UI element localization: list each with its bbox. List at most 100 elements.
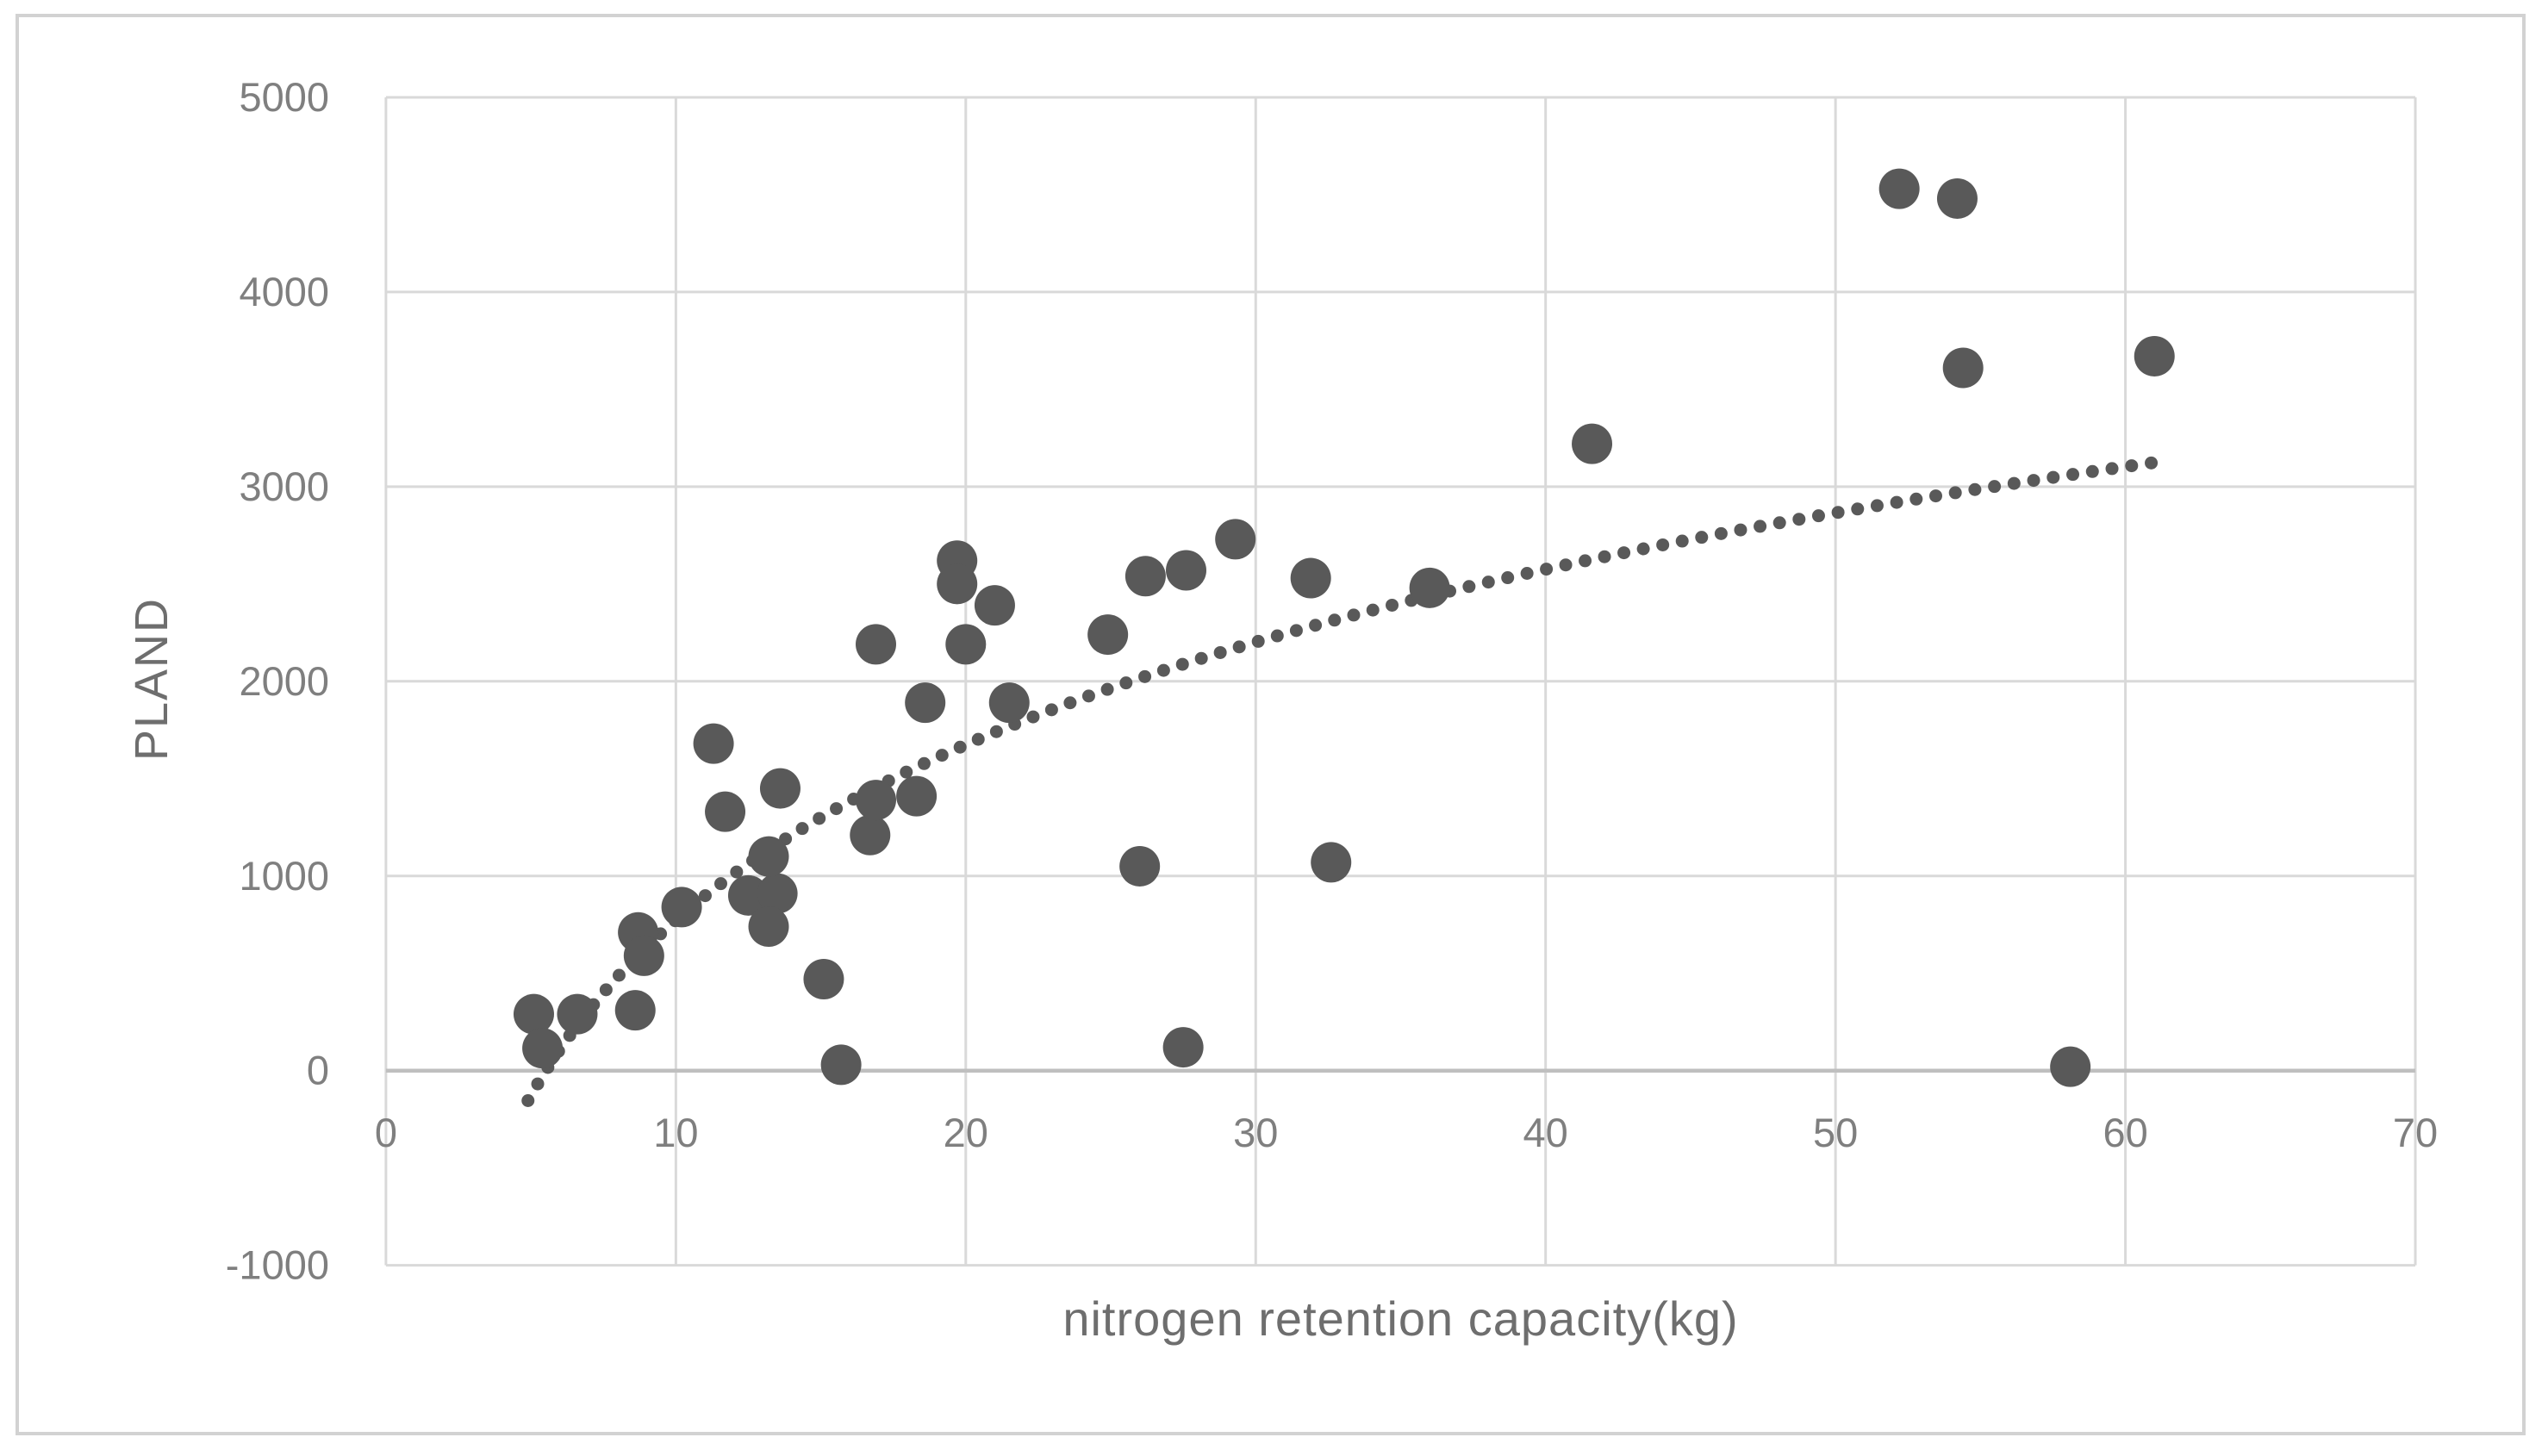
trendline-dot <box>1386 598 1399 612</box>
trendline-dot <box>1656 538 1670 551</box>
trendline-dot <box>1520 567 1534 581</box>
scatter-point <box>693 723 734 764</box>
y-tick-label: 2000 <box>239 658 329 704</box>
x-tick-label: 70 <box>2393 1110 2438 1155</box>
trendline-dot <box>1579 554 1592 568</box>
trendline-dot <box>1636 542 1650 556</box>
trendline-dot <box>1156 663 1170 677</box>
trendline-dot <box>1831 506 1845 520</box>
scatter-point <box>850 814 891 856</box>
trendline-dot <box>795 822 809 836</box>
trendline-dot <box>900 765 913 779</box>
trendline-dot <box>1754 520 1767 533</box>
trendline-dot <box>1462 580 1476 594</box>
trendline-dot <box>531 1077 545 1091</box>
trendline-dot <box>1100 682 1114 696</box>
trendline-dot <box>1138 669 1152 683</box>
trendline-dot <box>1928 489 1942 503</box>
trendline-dot <box>1213 645 1227 659</box>
scatter-point <box>757 873 798 914</box>
y-tick-label: 4000 <box>239 269 329 314</box>
y-tick-label: 3000 <box>239 464 329 509</box>
y-tick-label: 0 <box>307 1048 329 1093</box>
scatter-point <box>614 990 656 1031</box>
trendline-dot <box>2145 456 2159 470</box>
scatter-point <box>2134 335 2175 376</box>
trendline-dot <box>1890 495 1903 509</box>
trendline-dot <box>830 802 844 816</box>
x-tick-label: 30 <box>1233 1110 1278 1155</box>
scatter-point <box>557 993 598 1035</box>
trendline-dot <box>1081 689 1095 703</box>
trendline-dot <box>1772 516 1786 530</box>
trendline-dot <box>1851 502 1865 516</box>
scatter-point <box>759 768 801 809</box>
trendline-dot <box>1909 492 1923 506</box>
trendline-dot <box>1270 629 1284 643</box>
trendline-dot <box>521 1093 535 1107</box>
scatter-point <box>705 791 746 832</box>
scatter-point <box>856 780 897 821</box>
trendline-dot <box>1870 499 1884 513</box>
trendline-dot <box>599 983 613 997</box>
chart-border <box>16 14 2526 1435</box>
x-tick-label: 60 <box>2103 1110 2147 1155</box>
scatter-point <box>623 935 664 976</box>
trendline-dot <box>1540 563 1554 576</box>
scatter-point <box>1166 550 1207 591</box>
scatter-point <box>1087 614 1129 656</box>
scatter-point <box>1936 177 1978 219</box>
trendline-dot <box>1598 550 1611 563</box>
scatter-point <box>513 993 554 1035</box>
trendline-dot <box>2027 474 2040 488</box>
trendline-dot <box>1714 526 1728 540</box>
trendline-dot <box>1695 531 1709 544</box>
scatter-point <box>1162 1027 1204 1068</box>
trendline-dot <box>1988 480 2002 494</box>
scatter-point <box>661 887 702 928</box>
scatter-point <box>1290 557 1331 599</box>
scatter-point <box>1409 567 1450 608</box>
scatter-point <box>748 905 789 947</box>
trendline-dot <box>1026 710 1040 724</box>
trendline-dot <box>1309 619 1323 632</box>
trendline-dot <box>1063 696 1077 710</box>
x-tick-label: 10 <box>653 1110 698 1155</box>
y-tick-label: 1000 <box>239 853 329 899</box>
y-tick-label: 5000 <box>239 74 329 120</box>
x-tick-label: 40 <box>1523 1110 1568 1155</box>
trendline-dot <box>2105 462 2119 476</box>
trendline-dot <box>1968 482 1982 496</box>
scatter-point <box>937 563 978 605</box>
scatter-point <box>1942 347 1984 389</box>
scatter-point <box>1124 556 1166 597</box>
scatter-point <box>945 624 987 665</box>
trendline-dot <box>1175 657 1189 671</box>
scatter-point <box>748 836 789 877</box>
trendline-dot <box>1675 534 1689 548</box>
trendline-dot <box>1734 523 1747 537</box>
trendline-dot <box>730 865 744 879</box>
trendline-dot <box>989 725 1003 738</box>
trendline-dot <box>1501 571 1515 585</box>
trendline-dot <box>813 812 826 825</box>
trendline-dot <box>1119 676 1133 690</box>
y-tick-label: -1000 <box>226 1242 329 1288</box>
scatter-point <box>1119 845 1161 887</box>
trendline-dot <box>953 740 967 754</box>
scatter-point <box>2050 1046 2091 1087</box>
trendline-dot <box>698 889 712 903</box>
trendline-dot <box>1617 546 1631 560</box>
scatter-point <box>896 775 938 817</box>
trendline-dot <box>917 756 931 770</box>
trendline-dot <box>2085 464 2099 478</box>
trendline-dot <box>935 749 949 762</box>
trendline-dot <box>1792 513 1806 526</box>
trendline-dot <box>1559 558 1573 572</box>
x-axis-title: nitrogen retention capacity(kg) <box>1062 1291 1739 1346</box>
scatter-point <box>803 959 844 1000</box>
trendline-dot <box>1289 624 1303 638</box>
trendline-dot <box>2046 470 2060 484</box>
